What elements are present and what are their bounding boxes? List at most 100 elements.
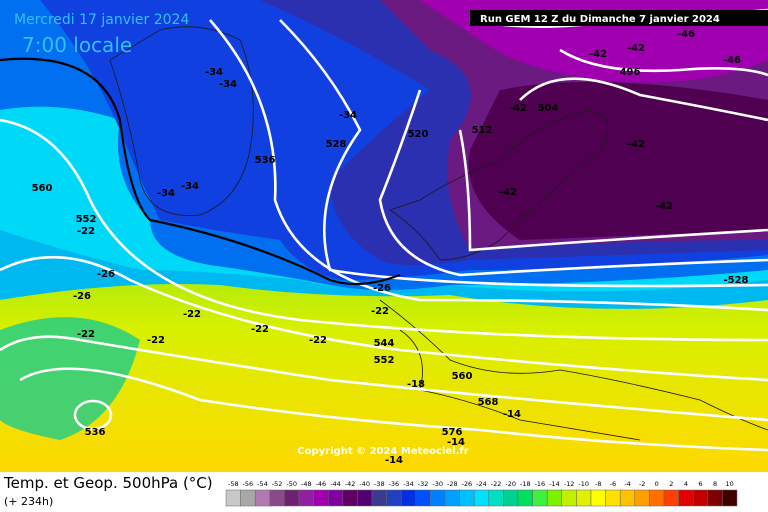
contour-label: 496 — [620, 67, 641, 78]
contour-label: 560 — [452, 371, 473, 382]
temp-label: -26 — [97, 269, 115, 280]
temp-label: -14 — [447, 437, 465, 448]
temp-label: -22 — [251, 324, 269, 335]
colorbar-swatch — [415, 489, 431, 507]
map-labels: -42 -46 496 504 512 520 528 536 544 552 … — [32, 29, 749, 466]
colorbar-label: -6 — [610, 480, 616, 488]
temp-label: -18 — [407, 379, 425, 390]
temp-label: -22 — [309, 335, 327, 346]
colorbar-swatch — [678, 489, 694, 507]
copyright: Copyright © 2024 Meteociel.fr — [297, 446, 468, 457]
colorbar-label: -12 — [564, 480, 575, 488]
temp-label: -42 — [627, 139, 645, 150]
colorbar-label: -42 — [345, 480, 356, 488]
colorbar-label: -2 — [639, 480, 645, 488]
colorbar-label: -56 — [243, 480, 254, 488]
colorbar-label: -32 — [418, 480, 429, 488]
temp-label: -14 — [385, 455, 403, 466]
contour-label: 568 — [478, 397, 499, 408]
contour-label: 512 — [472, 125, 493, 136]
colorbar-swatch — [313, 489, 329, 507]
contour-label: 552 — [374, 355, 395, 366]
colorbar-swatch — [444, 489, 460, 507]
colorbar-swatch — [634, 489, 650, 507]
colorbar-swatch — [371, 489, 387, 507]
colorbar-label: -58 — [228, 480, 239, 488]
colorbar-label: -34 — [403, 480, 414, 488]
temp-label: -14 — [503, 409, 521, 420]
colorbar-swatch — [430, 489, 446, 507]
contour-label: 544 — [374, 338, 395, 349]
colorbar-swatch — [225, 489, 241, 507]
colorbar-swatch — [605, 489, 621, 507]
temp-label: -22 — [147, 335, 165, 346]
temp-label: -42 — [509, 103, 527, 114]
colorbar-label: -4 — [624, 480, 630, 488]
colorbar-swatch — [503, 489, 519, 507]
colorbar-swatch — [357, 489, 373, 507]
colorbar-swatch — [254, 489, 271, 507]
colorbar-swatch — [327, 489, 344, 507]
colorbar-label: -50 — [286, 480, 297, 488]
temp-label: -34 — [157, 188, 175, 199]
colorbar-label: -28 — [447, 480, 458, 488]
colorbar-label: -36 — [389, 480, 400, 488]
colorbar-label: -16 — [535, 480, 546, 488]
colorbar-label: -44 — [330, 480, 341, 488]
valid-time: 7:00 locale — [22, 33, 132, 57]
colorbar-swatch — [517, 489, 533, 507]
temp-label: -22 — [77, 226, 95, 237]
colorbar-label: -14 — [549, 480, 560, 488]
temp-label: -34 — [219, 79, 237, 90]
colorbar-label: -46 — [316, 480, 327, 488]
run-box — [470, 10, 768, 26]
temp-label: -22 — [371, 306, 389, 317]
colorbar-label: 4 — [684, 480, 688, 488]
colorbar-label: -30 — [432, 480, 443, 488]
colorbar-swatch — [576, 489, 592, 507]
temp-label: -42 — [627, 43, 645, 54]
colorbar-label: -54 — [257, 480, 268, 488]
colorbar-label: -26 — [462, 480, 473, 488]
valid-date: Mercredi 17 janvier 2024 — [14, 12, 189, 28]
colorbar-swatch — [269, 489, 285, 507]
colorbar-label: -52 — [272, 480, 283, 488]
temp-label: -22 — [183, 309, 201, 320]
colorbar-swatch — [561, 489, 577, 507]
colorbar-swatch — [298, 489, 314, 507]
colorbar-swatch — [342, 489, 358, 507]
colorbar-swatch — [722, 489, 738, 507]
colorbar-swatch — [473, 489, 490, 507]
temp-label: -34 — [181, 181, 199, 192]
contour-label: 536 — [85, 427, 106, 438]
colorbar-swatch — [532, 489, 548, 507]
colorbar-label: -10 — [578, 480, 589, 488]
colorbar-swatch — [590, 489, 606, 507]
contour-label: 504 — [538, 103, 559, 114]
colorbar: -58 -56 -54 -52 -50 -48 -46 -44 -42 -40 -38 -36 -34-… — [225, 480, 738, 507]
colorbar-swatch — [240, 489, 256, 507]
colorbar-label: 10 — [726, 480, 734, 488]
colorbar-swatch — [692, 489, 709, 507]
coastlines — [109, 26, 768, 441]
temp-label: -22 — [77, 329, 95, 340]
colorbar-swatch — [707, 489, 723, 507]
lead-time: (+ 234h) — [4, 495, 53, 508]
colorbar-label: 6 — [698, 480, 702, 488]
colorbar-label: 8 — [713, 480, 717, 488]
temp-label: -34 — [205, 67, 223, 78]
contour-label: 552 — [76, 214, 97, 225]
colorbar-label: -48 — [301, 480, 312, 488]
temp-label: -42 — [655, 201, 673, 212]
colorbar-label: -24 — [476, 480, 487, 488]
colorbar-swatch — [488, 489, 504, 507]
colorbar-label: 2 — [669, 480, 673, 488]
field-title: Temp. et Geop. 500hPa (°C) — [3, 474, 213, 492]
temp-label: -26 — [373, 283, 391, 294]
colorbar-swatch — [649, 489, 665, 507]
contour-label: 576 — [442, 427, 463, 438]
temp-label: -34 — [339, 110, 357, 121]
contour-label: -528 — [723, 275, 748, 286]
colorbar-label: 0 — [655, 480, 659, 488]
